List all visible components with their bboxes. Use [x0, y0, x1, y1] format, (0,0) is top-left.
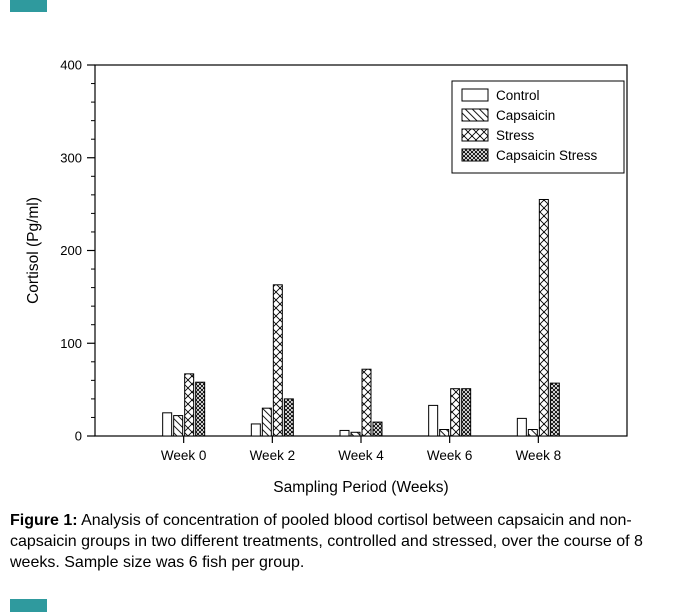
bar-stress	[184, 373, 195, 437]
x-tick-label: Week 8	[516, 448, 562, 463]
bar-chart: 0 100 200 300 400 Week 0 Week 2 Week 4 Week 6 Wee…	[25, 58, 628, 496]
legend-label: Control	[496, 88, 540, 103]
y-tick-label: 200	[60, 243, 82, 258]
y-tick-label: 100	[60, 336, 82, 351]
bar-capsaicin-stress	[195, 381, 206, 437]
bar-control	[339, 429, 350, 437]
bar-capsaicin	[439, 429, 450, 437]
y-axis-title: Cortisol (Pg/ml)	[25, 197, 42, 304]
legend-swatch-capsaicin	[461, 108, 489, 122]
bar-capsaicin-stress	[549, 382, 560, 437]
bar-control	[428, 404, 439, 437]
bar-capsaicin-stress	[461, 388, 472, 437]
bar-control	[516, 417, 527, 437]
bar-capsaicin	[173, 415, 184, 437]
x-axis-title: Sampling Period (Weeks)	[273, 479, 448, 496]
bar-control	[162, 412, 173, 437]
bar-stress	[361, 368, 372, 437]
x-tick-label: Week 6	[427, 448, 473, 463]
bar-stress	[538, 198, 549, 437]
y-tick-label: 400	[60, 58, 82, 73]
x-tick-label: Week 2	[250, 448, 296, 463]
x-tick-label: Week 0	[161, 448, 207, 463]
bar-control	[250, 423, 261, 437]
figure-caption-label: Figure 1:	[10, 512, 78, 529]
legend-label: Capsaicin Stress	[496, 148, 598, 163]
bar-capsaicin-stress	[372, 421, 383, 437]
legend-swatch-capsaicin-stress	[461, 148, 489, 162]
page-edge-decoration-bottom	[10, 599, 47, 612]
figure-caption: Figure 1: Analysis of concentration of p…	[10, 510, 678, 573]
page-edge-decoration-top	[10, 0, 47, 12]
bar-capsaicin	[527, 429, 538, 437]
legend-swatch-stress	[461, 128, 489, 142]
bar-stress	[272, 284, 283, 437]
y-tick-label: 300	[60, 150, 82, 165]
x-tick-label: Week 4	[338, 448, 384, 463]
bar-capsaicin	[261, 407, 272, 437]
bar-capsaicin	[350, 431, 361, 437]
legend-label: Stress	[496, 128, 535, 143]
bar-capsaicin-stress	[283, 398, 294, 437]
figure-caption-text: Analysis of concentration of pooled bloo…	[10, 512, 643, 572]
legend-swatch-control	[461, 88, 489, 102]
bar-stress	[450, 388, 461, 437]
figure-1: 0 100 200 300 400 Week 0 Week 2 Week 4 Week 6 Wee…	[0, 8, 690, 573]
legend-label: Capsaicin	[496, 108, 555, 123]
y-tick-label: 0	[75, 429, 82, 444]
